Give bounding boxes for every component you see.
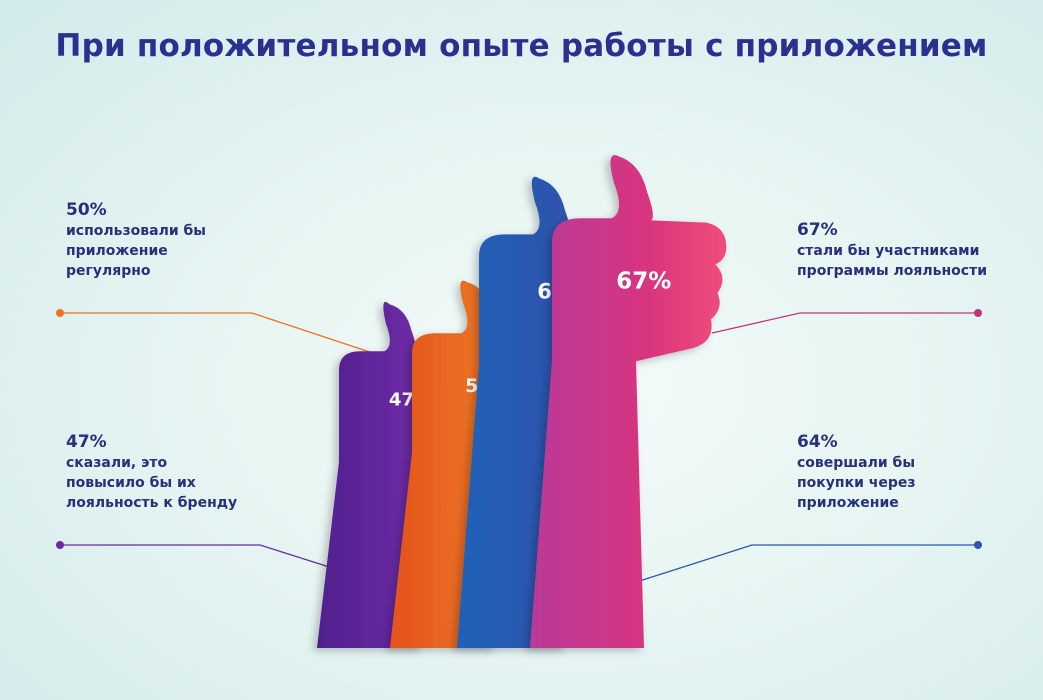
callout-64: 64% совершали бы покупки через приложени…	[797, 431, 916, 513]
thumb-67-label: 67%	[616, 269, 671, 295]
dot-50	[56, 309, 64, 317]
dot-64	[974, 541, 982, 549]
callout-47-percent: 47%	[66, 432, 107, 452]
callout-64-text: совершали бы покупки через приложение	[797, 455, 916, 511]
callout-64-percent: 64%	[797, 432, 838, 452]
callout-67-text: стали бы участниками программы лояльност…	[797, 243, 987, 279]
connector-67	[711, 312, 978, 334]
dot-67	[974, 309, 982, 317]
chart-title: При положительном опыте работы с приложе…	[55, 28, 988, 64]
connector-47	[60, 544, 346, 573]
callout-50-text: использовали бы приложение регулярно	[66, 223, 206, 279]
callout-67-percent: 67%	[797, 220, 838, 240]
callout-47-text: сказали, это повысило бы их лояльность к…	[66, 455, 238, 511]
callout-67: 67% стали бы участниками программы лояль…	[797, 219, 987, 281]
callout-47: 47% сказали, это повысило бы их лояльнос…	[66, 431, 237, 513]
callout-50-percent: 50%	[66, 200, 107, 220]
callout-50: 50% использовали бы приложение регулярно	[66, 199, 206, 281]
thumbs-group: 47%50%64%67%	[317, 155, 727, 648]
dot-47	[56, 541, 64, 549]
thumb-67	[530, 155, 727, 648]
